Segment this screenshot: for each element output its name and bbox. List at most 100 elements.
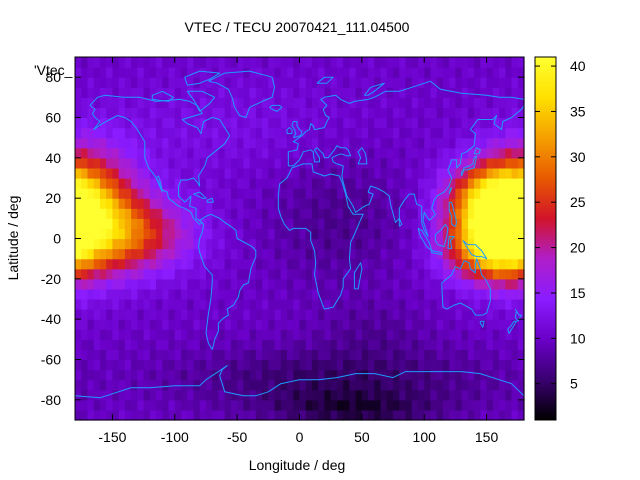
heatmap-cell (405, 147, 413, 159)
heatmap-cell (318, 167, 326, 179)
heatmap-cell (118, 67, 126, 78)
heatmap-cell (461, 87, 469, 98)
heatmap-cell (311, 399, 319, 411)
heatmap-cell (492, 127, 500, 139)
heatmap-cell (75, 228, 82, 240)
heatmap-cell (336, 389, 344, 401)
heatmap-cell (461, 258, 469, 270)
heatmap-cell (411, 127, 419, 139)
coastline-nz-south (507, 320, 517, 334)
heatmap-cell (230, 208, 238, 219)
heatmap-cell (131, 258, 138, 270)
heatmap-cell (324, 208, 332, 219)
heatmap-cell (455, 188, 463, 199)
heatmap-cell (149, 268, 157, 280)
heatmap-cell (336, 87, 344, 98)
coastline-tasmania (479, 320, 485, 328)
heatmap-cell (218, 198, 226, 209)
heatmap-cell (511, 178, 519, 189)
heatmap-cell (99, 258, 107, 270)
heatmap-cell (386, 178, 394, 189)
heatmap-cell (324, 278, 332, 290)
heatmap-cell (436, 268, 444, 280)
heatmap-cell (224, 167, 232, 179)
heatmap-cell (87, 379, 95, 391)
heatmap-cell (449, 117, 457, 129)
heatmap-cell (93, 389, 101, 401)
heatmap-cell (293, 339, 301, 351)
heatmap-cell (230, 369, 238, 381)
heatmap-cell (461, 379, 469, 391)
heatmap-cell (499, 248, 506, 260)
heatmap-cell (93, 107, 101, 119)
heatmap-cell (336, 167, 344, 179)
heatmap-cell (299, 67, 307, 78)
heatmap-cell (449, 299, 457, 310)
heatmap-cell (517, 117, 525, 129)
heatmap-cell (336, 319, 344, 330)
heatmap-cell (199, 178, 207, 189)
heatmap-cell (499, 409, 506, 421)
heatmap-cell (411, 268, 419, 280)
heatmap-cell (336, 399, 344, 411)
heatmap-cell (205, 309, 213, 320)
heatmap-cell (87, 319, 95, 330)
heatmap-cell (499, 339, 506, 351)
heatmap-cell (149, 137, 157, 149)
heatmap-cell (455, 107, 463, 119)
heatmap-cell (361, 188, 369, 199)
heatmap-cell (393, 208, 400, 219)
heatmap-cell (181, 57, 188, 68)
heatmap-cell (162, 319, 170, 330)
heatmap-cell (112, 238, 120, 250)
heatmap-cell (380, 379, 388, 391)
heatmap-cell (81, 339, 89, 351)
heatmap-cell (287, 57, 294, 68)
heatmap-cell (212, 389, 220, 401)
heatmap-cell (199, 67, 207, 78)
heatmap-cell (268, 299, 276, 310)
heatmap-cell (112, 147, 120, 159)
heatmap-cell (262, 288, 269, 300)
heatmap-cell (212, 137, 220, 149)
heatmap-cell (355, 248, 363, 260)
coastline-south-america (198, 213, 257, 350)
heatmap-cell (262, 218, 269, 230)
heatmap-cell (411, 319, 419, 330)
heatmap-cell (424, 147, 432, 159)
heatmap-cell (249, 319, 257, 330)
heatmap-cell (187, 137, 195, 149)
heatmap-cell (355, 188, 363, 199)
heatmap-cell (424, 349, 432, 361)
heatmap-cell (399, 218, 407, 230)
heatmap-cell (305, 258, 313, 270)
heatmap-cell (124, 107, 132, 119)
heatmap-cell (112, 117, 120, 129)
heatmap-cell (118, 379, 126, 391)
heatmap-cell (75, 97, 82, 109)
heatmap-cell (106, 399, 114, 411)
heatmap-cell (87, 299, 95, 310)
heatmap-cell (268, 349, 276, 361)
heatmap-cell (174, 399, 182, 411)
heatmap-cell (417, 57, 425, 68)
heatmap-cell (474, 87, 481, 98)
heatmap-cell (311, 248, 319, 260)
heatmap-cell (492, 188, 500, 199)
heatmap-cell (249, 57, 257, 68)
heatmap-cell (361, 57, 369, 68)
heatmap-cell (137, 258, 145, 270)
heatmap-cell (87, 218, 95, 230)
heatmap-cell (330, 409, 338, 421)
heatmap-cell (162, 339, 170, 351)
heatmap-cell (305, 67, 313, 78)
heatmap-cell (305, 288, 313, 300)
heatmap-cell (486, 379, 494, 391)
heatmap-cell (187, 228, 195, 240)
heatmap-cell (268, 107, 276, 119)
heatmap-cell (355, 77, 363, 88)
heatmap-cell (424, 359, 432, 371)
heatmap-cell (156, 117, 163, 129)
heatmap-cell (474, 178, 481, 189)
heatmap-cell (405, 77, 413, 88)
